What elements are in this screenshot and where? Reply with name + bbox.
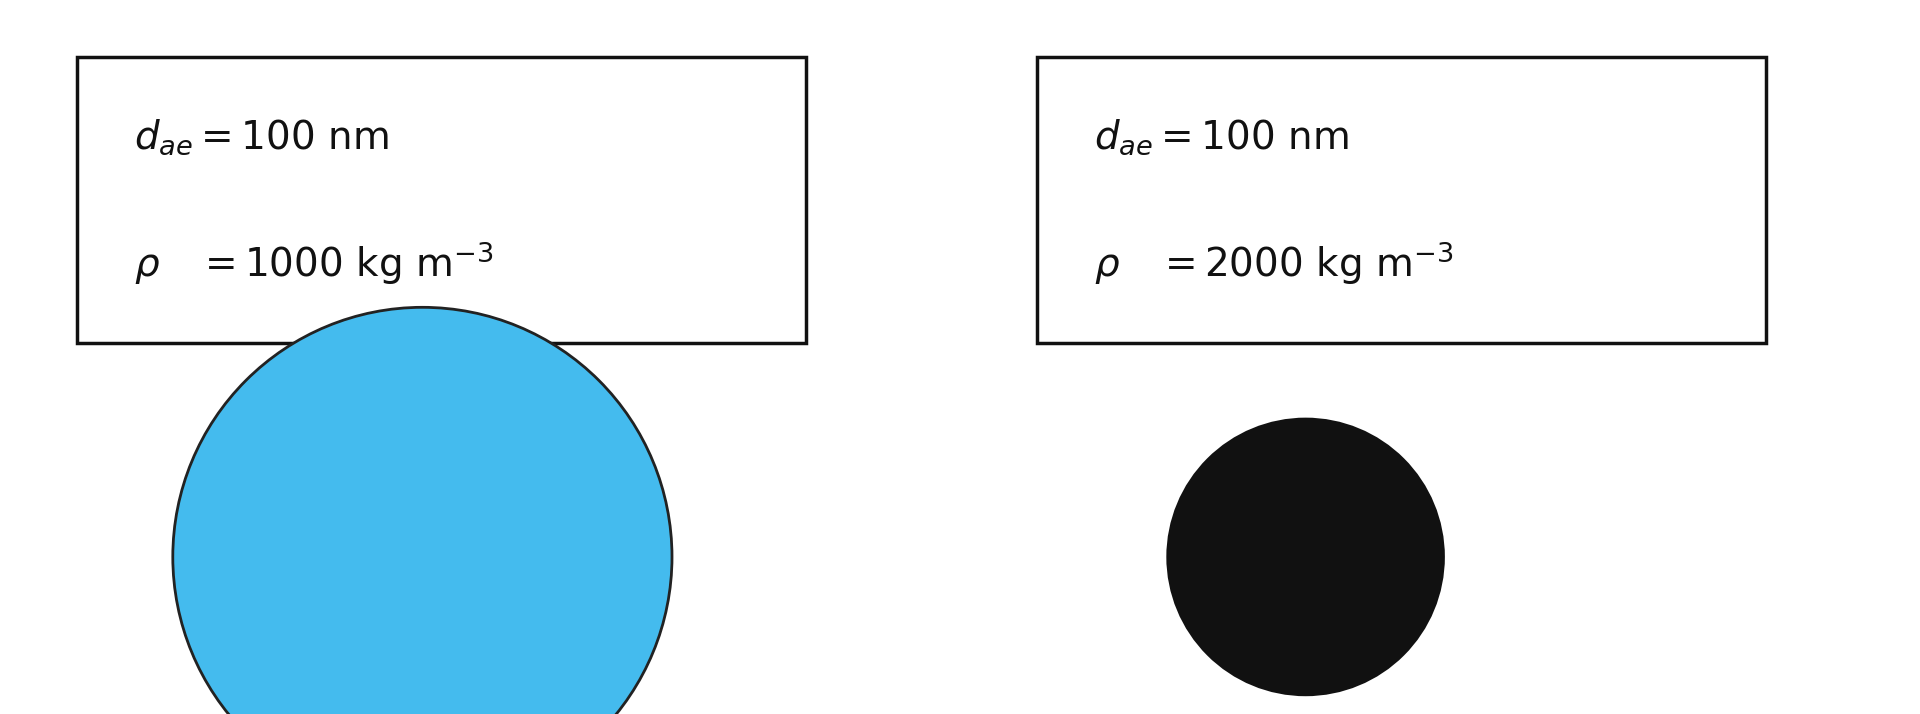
Text: $\rho$$\quad = 1000\ \mathrm{kg\ m^{-3}}$: $\rho$$\quad = 1000\ \mathrm{kg\ m^{-3}}… (134, 239, 493, 286)
Ellipse shape (173, 307, 672, 714)
Ellipse shape (1167, 418, 1444, 695)
Text: $d_{ae}$$ = 100\ \mathrm{nm}$: $d_{ae}$$ = 100\ \mathrm{nm}$ (1094, 117, 1350, 157)
FancyBboxPatch shape (1037, 57, 1766, 343)
Text: $d_{ae}$$ = 100\ \mathrm{nm}$: $d_{ae}$$ = 100\ \mathrm{nm}$ (134, 117, 390, 157)
Text: $\rho$$\quad = 2000\ \mathrm{kg\ m^{-3}}$: $\rho$$\quad = 2000\ \mathrm{kg\ m^{-3}}… (1094, 239, 1453, 286)
FancyBboxPatch shape (77, 57, 806, 343)
